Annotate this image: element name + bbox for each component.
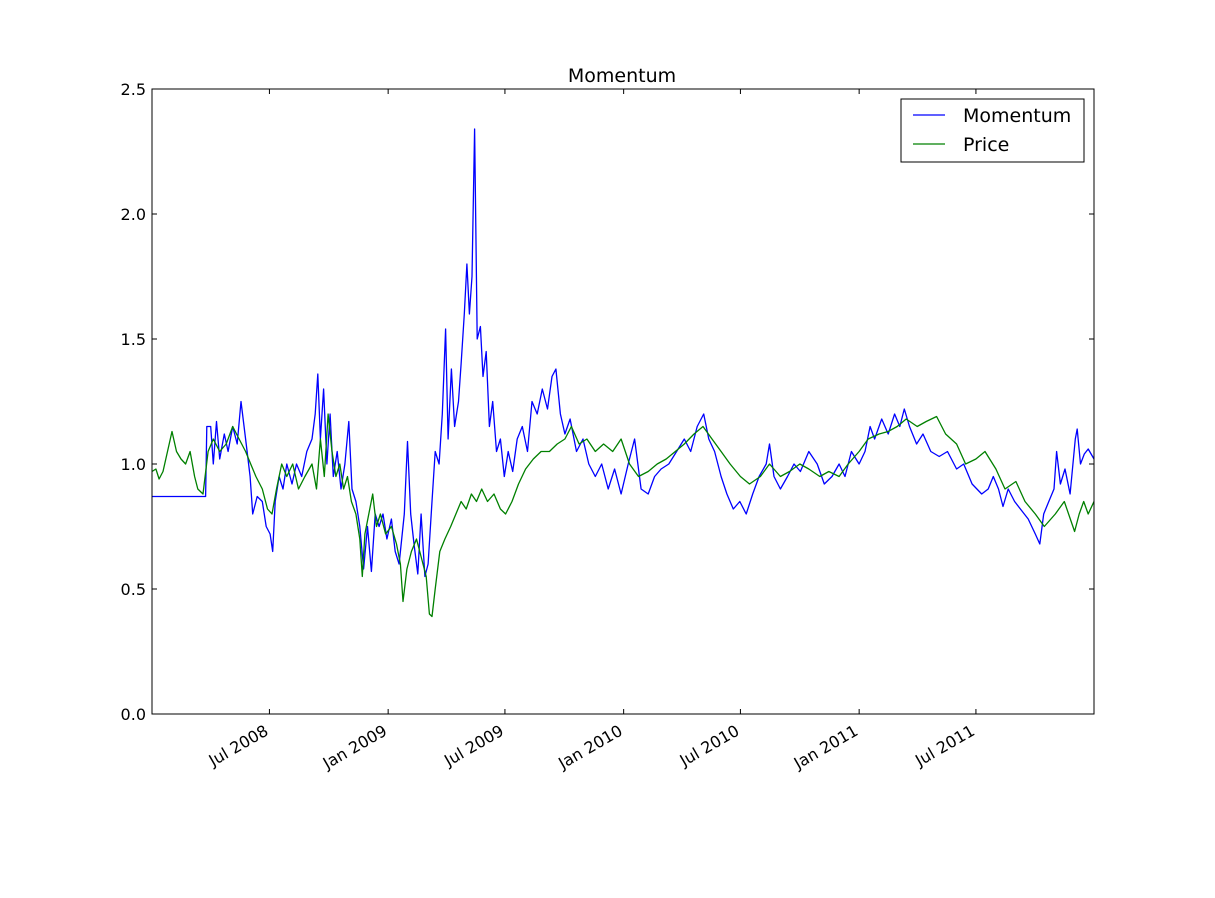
legend-label-price: Price [963,134,1009,156]
y-tick-label: 0.5 [121,580,146,599]
series-line-price [151,413,1095,618]
series-line-momentum [152,128,1095,578]
chart-title: Momentum [568,65,676,87]
legend-label-momentum: Momentum [963,105,1071,127]
y-tick-label: 1.5 [121,330,146,349]
plot-frame [151,88,1095,715]
y-tick-label: 0.0 [121,705,146,724]
y-tick-label: 1.0 [121,455,146,474]
y-axis: 0.0 0.5 1.0 1.5 2.0 2.5 [121,80,1094,724]
legend-frame [900,98,1085,163]
y-tick-label: 2.5 [121,80,146,99]
legend: Momentum Price [900,98,1085,163]
y-tick-label: 2.0 [121,205,146,224]
series-layer [151,128,1095,618]
